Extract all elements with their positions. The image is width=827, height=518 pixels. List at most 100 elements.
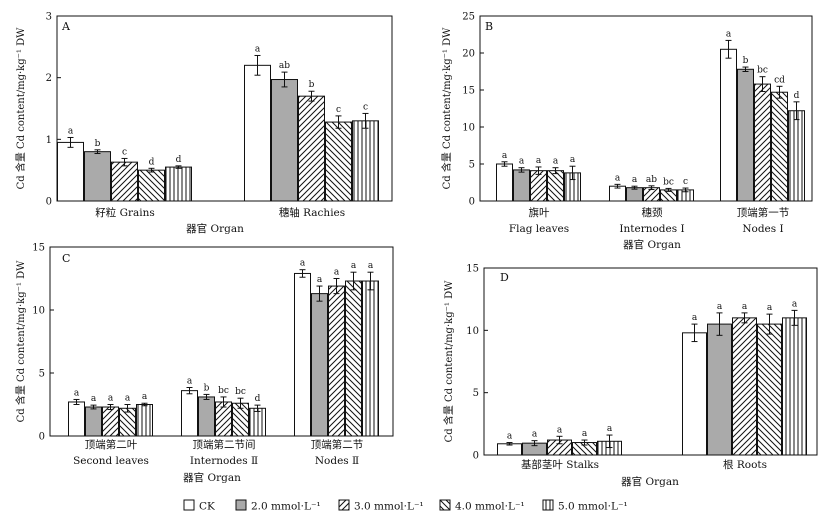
significance-letter: c [683,177,688,187]
panel-label: B [485,20,493,33]
bar [244,64,271,202]
significance-letter: a [142,392,148,402]
bar [754,83,771,202]
bar [720,48,737,202]
bar [68,401,85,437]
plot-frame [483,267,818,456]
significance-letter: a [74,388,80,398]
x-category-label: 顶端第二叶 [85,438,138,451]
significance-letter: a [632,175,638,185]
bar [707,323,732,456]
significance-letter: b [743,56,749,66]
legend-item: CK [183,499,215,513]
y-tick-label: 10 [32,306,45,317]
y-tick-label: 2 [46,73,52,84]
x-category-label: Nodes Ⅰ [742,223,783,235]
bar [737,68,754,202]
bar [136,404,153,437]
bar [181,390,198,437]
significance-letter: a [317,275,323,285]
significance-letter: a [351,261,357,271]
significance-letter: a [726,29,732,39]
y-tick-label: 20 [462,49,475,60]
significance-letter: a [570,155,576,165]
bar [138,169,165,202]
significance-letter: a [187,376,193,386]
y-tick-label: 15 [466,264,479,275]
bar [298,95,325,202]
bar [513,169,530,202]
panel-label: A [61,20,71,33]
bar [345,280,362,437]
legend-label: CK [199,501,215,513]
y-axis-label: Cd 含量 Cd content/mg·kg⁻¹ DW [442,280,455,442]
y-axis-label: Cd 含量 Cd content/mg·kg⁻¹ DW [14,27,27,189]
legend: CK 2.0 mmol·L⁻¹ 3.0 mmol·L⁻¹ 4.0 mmol·L⁻¹ 5.… [183,499,628,513]
legend-label: 2.0 mmol·L⁻¹ [251,501,321,513]
significance-letter: a [717,302,723,312]
panel-C: C 0 5 10 15 Cd 含量 Cd content/mg·kg⁻¹ DW a a a a a 顶… [14,243,394,484]
bar [771,91,788,202]
x-axis-label: 器官 Organ [623,238,681,251]
x-axis-label: 器官 Organ [621,475,679,488]
significance-letter: a [255,44,261,54]
bar [84,151,111,202]
legend-item: 2.0 mmol·L⁻¹ [235,499,321,513]
bar [530,170,547,202]
x-category-label: Second leaves [73,455,149,467]
significance-letter: a [532,430,538,440]
significance-letter: a [557,425,563,435]
y-tick-label: 0 [46,197,52,208]
x-category-label: Nodes Ⅱ [315,455,359,467]
legend-swatch [542,499,554,511]
legend-swatch [235,499,247,511]
significance-letter: d [255,394,261,404]
x-category-label: Flag leaves [509,223,569,235]
bar [102,406,119,437]
significance-letter: a [108,394,114,404]
y-tick-label: 0 [469,197,475,208]
significance-letter: b [309,80,315,90]
significance-letter: a [68,126,74,136]
bar [782,317,807,456]
bar [496,163,513,202]
bar [111,161,138,202]
x-category-label: 旗叶 [529,206,550,219]
significance-letter: a [300,259,306,269]
y-tick-label: 25 [462,12,475,23]
x-category-label: 穗颈 [642,206,663,219]
significance-letter: c [336,105,341,115]
significance-letter: a [615,173,621,183]
significance-letter: a [125,394,131,404]
significance-letter: a [368,261,374,271]
bar [198,396,215,437]
bar [757,323,782,456]
significance-letter: a [502,151,508,161]
significance-letter: ab [646,175,657,185]
y-tick-label: 10 [466,326,479,337]
bar [294,272,311,437]
significance-letter: c [122,147,127,157]
significance-letter: b [95,139,101,149]
significance-letter: a [91,394,97,404]
bar [249,407,266,437]
y-tick-label: 0 [473,451,479,462]
panel-D: D 0 5 10 15 Cd 含量 Cd content/mg·kg⁻¹ DW a a a a a 基… [442,264,818,488]
significance-letter: a [582,429,588,439]
legend-item: 4.0 mmol·L⁻¹ [439,499,525,513]
bar [362,280,379,437]
x-category-label: 根 Roots [723,458,767,471]
significance-letter: bc [663,177,674,187]
legend-swatch [439,499,451,511]
bar [682,332,707,456]
x-category-label: Internodes Ⅰ [619,223,684,235]
bar [328,285,345,437]
y-tick-label: 0 [39,432,45,443]
bar [165,166,192,202]
significance-letter: bc [235,387,246,397]
x-category-label: 顶端第一节 [737,206,790,219]
significance-letter: a [507,432,513,442]
significance-letter: a [692,313,698,323]
significance-letter: a [742,302,748,312]
